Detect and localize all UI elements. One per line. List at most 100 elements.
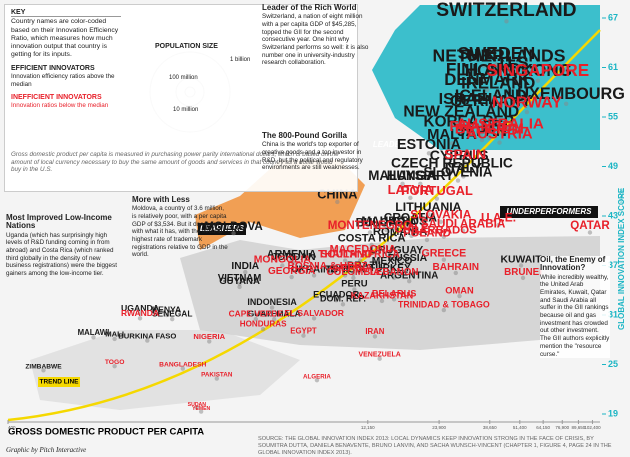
country-label: SWITZERLAND: [436, 0, 576, 21]
country-point: [496, 90, 501, 96]
country-point: [460, 228, 466, 234]
legend-desc: Innovation ratios below the median: [11, 102, 109, 110]
y-tick-label: 61: [608, 62, 618, 72]
country-label: DENMARK: [444, 70, 530, 89]
x-tick-label: 64,150: [536, 425, 550, 430]
country-label: SWEDEN: [458, 43, 536, 63]
country-label: BULGARIA: [356, 217, 418, 230]
country-point: [207, 339, 212, 344]
country-point: [456, 161, 462, 167]
country-point: [340, 302, 346, 307]
country-point: [260, 326, 266, 332]
country-point: [137, 316, 143, 321]
country-point: [389, 264, 395, 270]
country-label: ARMENIA: [267, 249, 317, 261]
annotation-text: Moldova, a country of 3.6 million, is re…: [132, 205, 228, 259]
country-point: [434, 196, 440, 201]
country-point: [535, 78, 541, 83]
country-point: [112, 336, 117, 342]
country-point: [164, 312, 169, 318]
x-axis-title: GROSS DOMESTIC PRODUCT PER CAPITA: [8, 427, 204, 438]
country-label: GUYANA: [219, 276, 260, 287]
annotation-title: Oil, the Enemy of Innovation?: [540, 255, 606, 273]
country-point: [379, 298, 385, 304]
country-label: DOM. REP.: [320, 294, 366, 304]
country-point: [357, 258, 363, 263]
country-label: BOSNIA & HERZ.: [287, 261, 370, 272]
y-tick-label: 19: [608, 408, 618, 418]
country-label: TOGO: [105, 359, 125, 366]
x-tick-label: 38,650: [483, 425, 497, 430]
country-point: [363, 269, 368, 274]
legend-entry: EFFICIENT INNOVATORS: [11, 64, 95, 72]
country-label: MAURITIUS: [361, 214, 427, 228]
country-label: HUNGARY: [387, 168, 454, 183]
country-label: BURKINA FASO: [118, 331, 176, 340]
country-point: [333, 297, 339, 303]
population-title: POPULATION SIZE: [155, 43, 218, 50]
country-point: [441, 307, 447, 313]
country-label: IRAN: [365, 327, 384, 336]
country-label: TRINIDAD & TOBAGO: [398, 300, 490, 310]
country-label: BRUNEI: [504, 267, 542, 278]
country-label: THAILAND: [318, 249, 372, 261]
country-point: [479, 137, 485, 143]
country-point: [394, 254, 400, 259]
country-point: [301, 333, 306, 338]
country-label: MOLDOVA: [204, 220, 263, 233]
country-point: [520, 275, 526, 281]
x-tick-label: 12,150: [361, 425, 375, 430]
annotation-text: Switzerland, a nation of eight million w…: [262, 13, 369, 67]
country-point: [516, 78, 521, 83]
annotation: Leader of the Rich World Switzerland, a n…: [262, 3, 370, 67]
country-point: [462, 161, 468, 166]
country-label: EL SALVADOR: [284, 308, 344, 318]
trend-label: TREND LINE: [40, 379, 80, 386]
key-title: KEY: [11, 9, 121, 18]
country-point: [426, 212, 431, 217]
country-point: [180, 366, 185, 371]
country-label: SOUTH AFRICA: [320, 249, 400, 261]
country-point: [465, 106, 471, 111]
country-label: GERMANY: [450, 93, 532, 110]
country-point: [407, 278, 412, 284]
country-label: COSTA RICA: [338, 233, 406, 245]
country-point: [457, 293, 462, 299]
country-point: [391, 297, 397, 302]
country-point: [269, 305, 275, 310]
underperformers-band: [180, 236, 600, 350]
country-label: KUWAIT: [501, 255, 543, 266]
country-label: GREECE: [421, 248, 466, 260]
country-label: PERU: [341, 279, 368, 290]
y-tick-label: 37: [608, 260, 618, 270]
country-label: JORDAN: [271, 251, 315, 263]
country-point: [198, 409, 204, 414]
country-label: ESTONIA: [397, 137, 462, 153]
x-tick-label: 23,900: [432, 425, 446, 430]
country-point: [449, 141, 455, 146]
band-label: LEARNERS: [200, 224, 245, 233]
country-point: [369, 242, 374, 248]
country-label: FINLAND: [446, 60, 521, 79]
country-label: YEMEN: [192, 406, 210, 412]
country-label: U.S.: [500, 52, 534, 72]
country-label: KENYA: [152, 305, 181, 315]
country-label: PAKISTAN: [201, 372, 233, 379]
country-point: [231, 231, 236, 236]
country-label: AUSTRIA: [466, 126, 532, 142]
country-point: [243, 269, 248, 275]
country-point: [194, 405, 200, 410]
country-point: [351, 275, 356, 281]
country-label: LEBANON: [370, 267, 419, 278]
country-point: [408, 222, 413, 228]
country-label: ARGENTINA: [380, 270, 438, 281]
country-label: HONG KONG: [465, 61, 572, 80]
country-point: [137, 311, 143, 316]
source: SOURCE: THE GLOBAL INNOVATION INDEX 2013…: [258, 436, 612, 456]
country-point: [438, 219, 444, 224]
band-label: UNDERPERFORMERS: [507, 207, 593, 216]
country-label: MEXICO: [372, 256, 413, 267]
country-point: [214, 376, 219, 381]
country-label: MACEDONIA: [330, 244, 397, 256]
country-label: ICELAND: [455, 87, 527, 105]
